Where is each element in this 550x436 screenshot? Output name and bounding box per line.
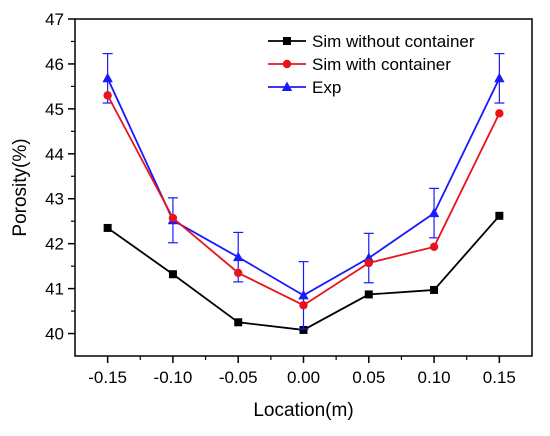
legend: Sim without container Sim with container E… — [268, 32, 475, 97]
data-point — [233, 251, 244, 262]
x-tick-label: -0.15 — [88, 368, 127, 387]
x-tick-label: -0.10 — [154, 368, 193, 387]
data-point — [234, 268, 243, 278]
data-point — [364, 290, 373, 299]
data-point — [428, 207, 440, 218]
y-tick-label: 44 — [45, 145, 64, 164]
data-point — [102, 72, 113, 83]
y-tick-label: 46 — [45, 55, 64, 74]
legend-swatch-marker — [281, 81, 293, 91]
x-tick-label: 0.15 — [483, 368, 516, 387]
data-point — [495, 211, 504, 220]
x-axis-title: Location(m) — [253, 400, 353, 421]
y-tick-label: 47 — [45, 10, 64, 29]
series-layer — [102, 52, 505, 334]
data-point — [103, 223, 112, 232]
data-point — [495, 109, 504, 118]
legend-swatch-marker — [282, 59, 292, 69]
legend-entry: Exp — [268, 78, 341, 97]
data-point — [298, 289, 309, 300]
legend-entry: Sim with container — [268, 55, 451, 74]
data-point — [168, 270, 177, 279]
y-tick-label: 40 — [45, 325, 64, 344]
data-point — [364, 258, 373, 268]
x-tick-label: 0.05 — [352, 368, 385, 387]
data-point — [234, 318, 243, 327]
y-tick-label: 45 — [45, 100, 64, 119]
series-1 — [103, 91, 504, 310]
x-tick-label: 0.10 — [418, 368, 451, 387]
data-point — [430, 285, 439, 294]
legend-swatch-marker — [283, 37, 291, 45]
x-tick-label: -0.05 — [219, 368, 258, 387]
data-point — [494, 72, 505, 83]
data-point — [363, 252, 374, 263]
data-point — [103, 91, 112, 100]
legend-label: Exp — [312, 78, 341, 97]
data-point — [429, 242, 439, 252]
axis-ticks: -0.15 -0.10 -0.05 0.00 0.05 0.10 0.15 40 41 42 43 4… — [45, 10, 516, 387]
x-tick-label: 0.00 — [287, 368, 320, 387]
y-tick-label: 42 — [45, 235, 64, 254]
y-axis-title: Porosity(%) — [10, 138, 31, 236]
legend-entry: Sim without container — [268, 32, 475, 51]
data-point — [299, 301, 308, 310]
series-0 — [103, 211, 504, 334]
legend-label: Sim with container — [312, 55, 451, 74]
legend-label: Sim without container — [312, 32, 475, 51]
data-point — [299, 325, 308, 334]
y-tick-label: 41 — [45, 280, 64, 299]
y-tick-label: 43 — [45, 190, 64, 209]
data-point — [168, 213, 178, 223]
series-2 — [102, 52, 505, 330]
